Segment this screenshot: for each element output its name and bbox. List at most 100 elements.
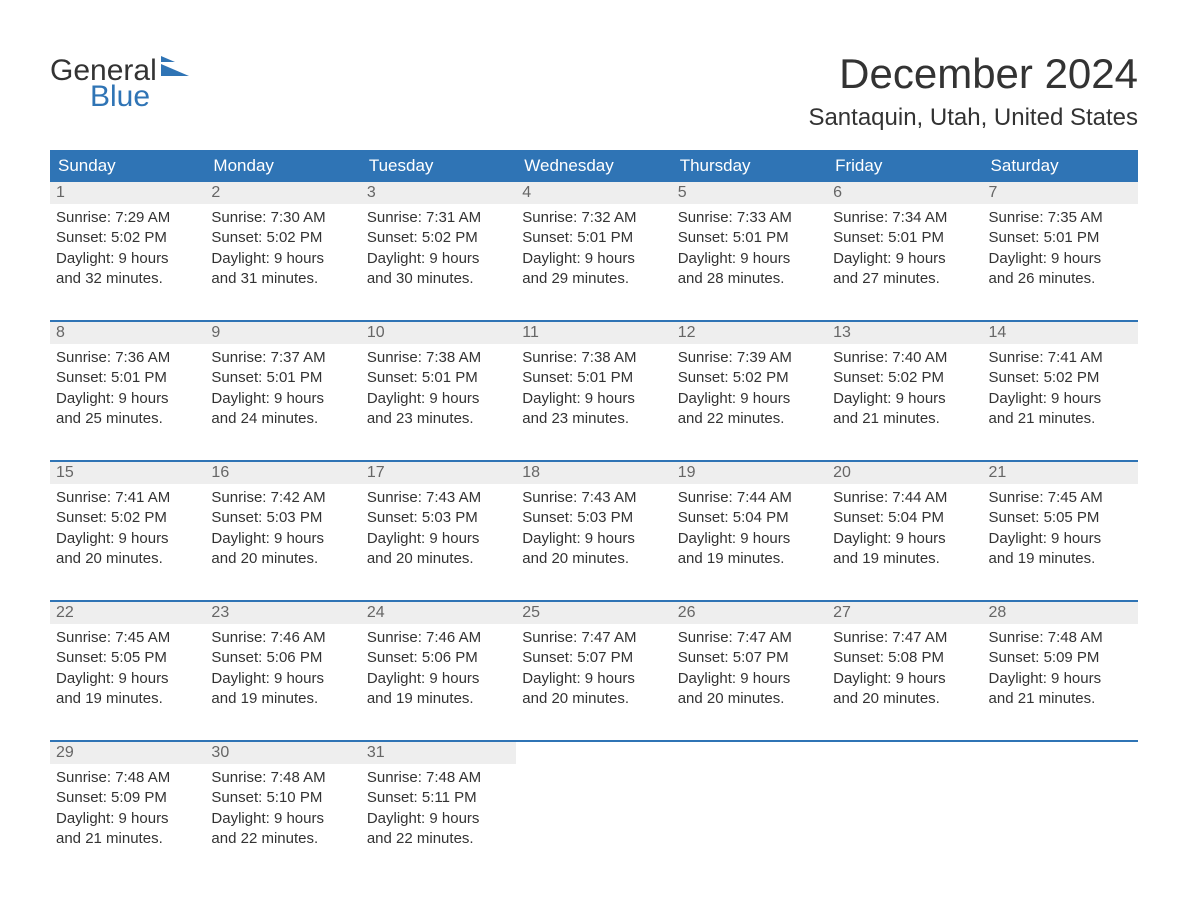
page-header: General Blue December 2024 Santaquin, Ut…: [50, 50, 1138, 132]
day-number: 18: [516, 462, 671, 484]
day-sunset: Sunset: 5:11 PM: [367, 788, 510, 808]
day-number: 15: [50, 462, 205, 484]
day-d2: and 19 minutes.: [678, 549, 821, 569]
day-sunrise: Sunrise: 7:34 AM: [833, 208, 976, 228]
day-sunrise: Sunrise: 7:38 AM: [522, 348, 665, 368]
day-number: 26: [672, 602, 827, 624]
day-body: Sunrise: 7:43 AMSunset: 5:03 PMDaylight:…: [516, 484, 671, 573]
day-cell: 12Sunrise: 7:39 AMSunset: 5:02 PMDayligh…: [672, 322, 827, 442]
day-body: Sunrise: 7:44 AMSunset: 5:04 PMDaylight:…: [827, 484, 982, 573]
day-d1: Daylight: 9 hours: [367, 249, 510, 269]
day-sunrise: Sunrise: 7:46 AM: [211, 628, 354, 648]
day-sunrise: Sunrise: 7:48 AM: [989, 628, 1132, 648]
day-d2: and 19 minutes.: [833, 549, 976, 569]
day-d2: and 22 minutes.: [678, 409, 821, 429]
day-number: 27: [827, 602, 982, 624]
day-cell: 30Sunrise: 7:48 AMSunset: 5:10 PMDayligh…: [205, 742, 360, 862]
day-d2: and 19 minutes.: [211, 689, 354, 709]
day-number: 24: [361, 602, 516, 624]
day-body: Sunrise: 7:44 AMSunset: 5:04 PMDaylight:…: [672, 484, 827, 573]
day-sunset: Sunset: 5:02 PM: [833, 368, 976, 388]
day-cell: 17Sunrise: 7:43 AMSunset: 5:03 PMDayligh…: [361, 462, 516, 582]
day-number: 28: [983, 602, 1138, 624]
day-number: 14: [983, 322, 1138, 344]
day-body: Sunrise: 7:33 AMSunset: 5:01 PMDaylight:…: [672, 204, 827, 293]
day-sunrise: Sunrise: 7:36 AM: [56, 348, 199, 368]
day-d1: Daylight: 9 hours: [211, 809, 354, 829]
day-sunset: Sunset: 5:01 PM: [56, 368, 199, 388]
day-sunrise: Sunrise: 7:37 AM: [211, 348, 354, 368]
day-cell: 6Sunrise: 7:34 AMSunset: 5:01 PMDaylight…: [827, 182, 982, 302]
day-cell: 8Sunrise: 7:36 AMSunset: 5:01 PMDaylight…: [50, 322, 205, 442]
day-body: Sunrise: 7:41 AMSunset: 5:02 PMDaylight:…: [50, 484, 205, 573]
day-cell: 13Sunrise: 7:40 AMSunset: 5:02 PMDayligh…: [827, 322, 982, 442]
day-cell: [672, 742, 827, 862]
day-sunrise: Sunrise: 7:42 AM: [211, 488, 354, 508]
day-body: Sunrise: 7:36 AMSunset: 5:01 PMDaylight:…: [50, 344, 205, 433]
day-body: Sunrise: 7:45 AMSunset: 5:05 PMDaylight:…: [983, 484, 1138, 573]
day-number: 20: [827, 462, 982, 484]
day-number: 2: [205, 182, 360, 204]
day-sunrise: Sunrise: 7:41 AM: [56, 488, 199, 508]
day-number: 19: [672, 462, 827, 484]
day-d1: Daylight: 9 hours: [678, 669, 821, 689]
day-cell: 3Sunrise: 7:31 AMSunset: 5:02 PMDaylight…: [361, 182, 516, 302]
day-cell: 25Sunrise: 7:47 AMSunset: 5:07 PMDayligh…: [516, 602, 671, 722]
day-d1: Daylight: 9 hours: [211, 529, 354, 549]
day-sunrise: Sunrise: 7:30 AM: [211, 208, 354, 228]
day-body: Sunrise: 7:31 AMSunset: 5:02 PMDaylight:…: [361, 204, 516, 293]
day-cell: 5Sunrise: 7:33 AMSunset: 5:01 PMDaylight…: [672, 182, 827, 302]
day-number: 22: [50, 602, 205, 624]
day-cell: 16 Sunrise: 7:42 AMSunset: 5:03 PMDayligh…: [205, 462, 360, 582]
day-sunset: Sunset: 5:01 PM: [989, 228, 1132, 248]
day-d2: and 30 minutes.: [367, 269, 510, 289]
day-header-mon: Monday: [205, 150, 360, 182]
day-d2: and 23 minutes.: [522, 409, 665, 429]
day-cell: 7Sunrise: 7:35 AMSunset: 5:01 PMDaylight…: [983, 182, 1138, 302]
calendar-week: 15Sunrise: 7:41 AMSunset: 5:02 PMDayligh…: [50, 460, 1138, 582]
day-sunset: Sunset: 5:02 PM: [56, 228, 199, 248]
day-body: Sunrise: 7:48 AMSunset: 5:10 PMDaylight:…: [205, 764, 360, 853]
day-sunrise: Sunrise: 7:48 AM: [211, 768, 354, 788]
day-number: 16: [205, 462, 360, 484]
day-number: 25: [516, 602, 671, 624]
day-d2: and 27 minutes.: [833, 269, 976, 289]
location: Santaquin, Utah, United States: [808, 104, 1138, 132]
day-header-fri: Friday: [827, 150, 982, 182]
day-number: 7: [983, 182, 1138, 204]
day-sunrise: Sunrise: 7:48 AM: [367, 768, 510, 788]
day-sunrise: Sunrise: 7:45 AM: [989, 488, 1132, 508]
day-body: Sunrise: 7:47 AMSunset: 5:08 PMDaylight:…: [827, 624, 982, 713]
day-header-wed: Wednesday: [516, 150, 671, 182]
day-sunset: Sunset: 5:02 PM: [211, 228, 354, 248]
day-d2: and 21 minutes.: [989, 409, 1132, 429]
day-sunset: Sunset: 5:02 PM: [678, 368, 821, 388]
day-d1: Daylight: 9 hours: [833, 389, 976, 409]
day-d1: Daylight: 9 hours: [56, 529, 199, 549]
day-d2: and 26 minutes.: [989, 269, 1132, 289]
day-sunset: Sunset: 5:06 PM: [367, 648, 510, 668]
day-cell: 15Sunrise: 7:41 AMSunset: 5:02 PMDayligh…: [50, 462, 205, 582]
day-d1: Daylight: 9 hours: [56, 389, 199, 409]
day-d2: and 32 minutes.: [56, 269, 199, 289]
title-block: December 2024 Santaquin, Utah, United St…: [808, 50, 1138, 132]
day-sunset: Sunset: 5:05 PM: [989, 508, 1132, 528]
day-sunset: Sunset: 5:02 PM: [56, 508, 199, 528]
day-sunset: Sunset: 5:01 PM: [833, 228, 976, 248]
day-cell: 4Sunrise: 7:32 AMSunset: 5:01 PMDaylight…: [516, 182, 671, 302]
day-body: Sunrise: 7:45 AMSunset: 5:05 PMDaylight:…: [50, 624, 205, 713]
day-sunset: Sunset: 5:03 PM: [211, 508, 354, 528]
day-d1: Daylight: 9 hours: [367, 669, 510, 689]
day-number: 8: [50, 322, 205, 344]
day-d1: Daylight: 9 hours: [56, 809, 199, 829]
day-body: Sunrise: 7:34 AMSunset: 5:01 PMDaylight:…: [827, 204, 982, 293]
day-header-tue: Tuesday: [361, 150, 516, 182]
day-sunset: Sunset: 5:05 PM: [56, 648, 199, 668]
day-cell: 11Sunrise: 7:38 AMSunset: 5:01 PMDayligh…: [516, 322, 671, 442]
day-number: 11: [516, 322, 671, 344]
day-d1: Daylight: 9 hours: [522, 389, 665, 409]
day-sunrise: Sunrise: 7:44 AM: [833, 488, 976, 508]
day-number: 30: [205, 742, 360, 764]
day-cell: 27Sunrise: 7:47 AMSunset: 5:08 PMDayligh…: [827, 602, 982, 722]
day-d2: and 19 minutes.: [56, 689, 199, 709]
